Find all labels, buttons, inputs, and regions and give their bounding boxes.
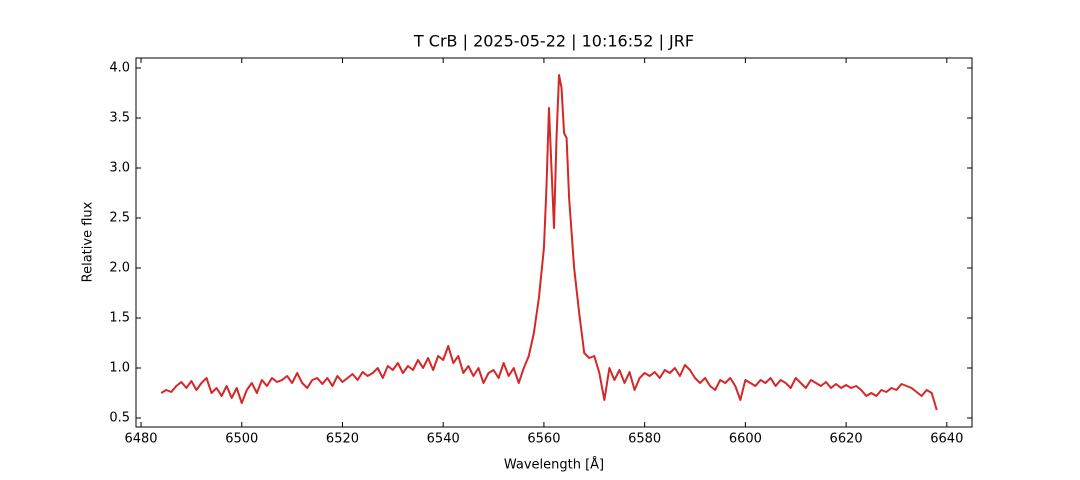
y-tick-label: 0.5 [109,411,130,426]
x-tick-label: 6560 [527,432,560,447]
y-tick-label: 4.0 [109,61,130,76]
chart-title: T CrB | 2025-05-22 | 10:16:52 | JRF [413,32,694,51]
y-axis-label: Relative flux [81,201,96,282]
y-tick-label: 2.0 [109,261,130,276]
x-tick-label: 6500 [225,432,258,447]
y-tick-label: 2.5 [109,211,130,226]
x-tick-label: 6480 [124,432,157,447]
y-tick-label: 3.5 [109,111,130,126]
plot-frame [135,57,973,428]
x-tick-label: 6620 [830,432,863,447]
y-tick-label: 1.5 [109,311,130,326]
spectrum-line [160,74,938,411]
x-tick-label: 6520 [326,432,359,447]
y-tick-label: 3.0 [109,161,130,176]
x-tick-label: 6540 [427,432,460,447]
y-tick-label: 1.0 [109,361,130,376]
x-axis-label: Wavelength [Å] [504,457,604,473]
x-tick-label: 6640 [930,432,963,447]
x-tick-label: 6580 [628,432,661,447]
x-tick-label: 6600 [729,432,762,447]
